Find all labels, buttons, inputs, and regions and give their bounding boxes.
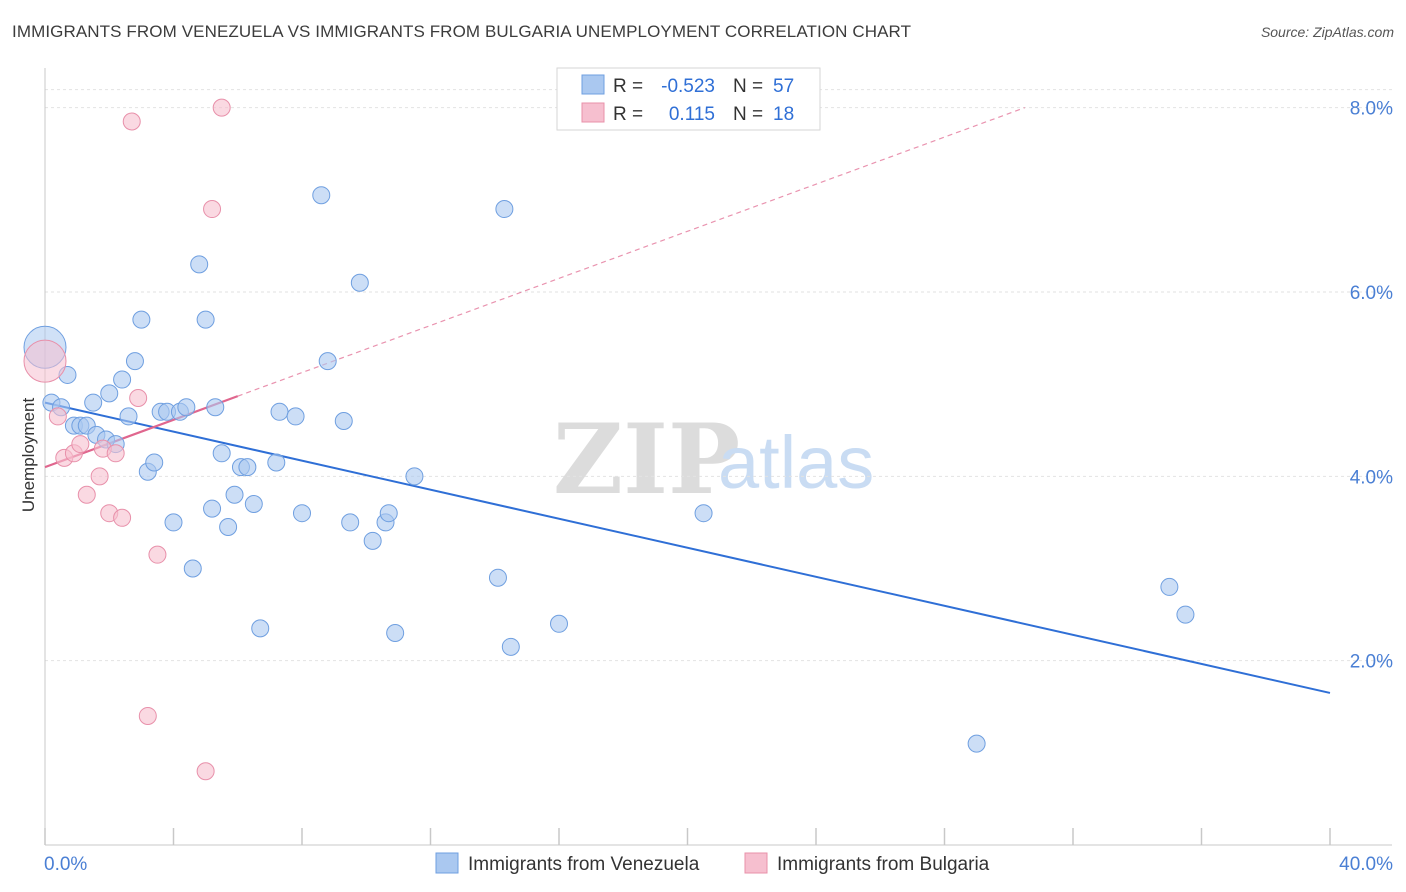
data-point-bulgaria xyxy=(113,508,132,527)
y-axis-label: Unemployment xyxy=(19,398,38,513)
legend-swatch-bulgaria xyxy=(581,102,605,123)
data-point-venezuela xyxy=(1176,605,1195,624)
data-point-venezuela xyxy=(190,255,209,274)
bottom-legend-label-venezuela: Immigrants from Venezuela xyxy=(468,854,700,875)
data-point-venezuela xyxy=(350,273,369,292)
data-point-bulgaria xyxy=(129,388,148,407)
data-point-venezuela xyxy=(212,444,231,463)
legend-swatch-venezuela xyxy=(581,74,605,95)
x-tick-label-max: 40.0% xyxy=(1339,854,1393,875)
data-point-venezuela xyxy=(164,513,183,532)
data-point-venezuela xyxy=(334,412,353,431)
data-point-bulgaria xyxy=(196,762,215,781)
data-point-venezuela xyxy=(405,467,424,486)
bottom-legend-swatch-venezuela xyxy=(435,852,459,874)
x-tick-label-min: 0.0% xyxy=(44,854,87,875)
data-point-venezuela xyxy=(341,513,360,532)
legend-r-value-bulgaria: 0.115 xyxy=(669,104,715,125)
data-point-venezuela xyxy=(244,494,263,513)
data-point-venezuela xyxy=(177,398,196,417)
data-point-venezuela xyxy=(219,518,238,537)
gridlines xyxy=(45,89,1392,662)
data-point-bulgaria xyxy=(23,339,67,383)
legend-n-value-bulgaria: 18 xyxy=(773,104,794,125)
data-point-venezuela xyxy=(694,504,713,523)
data-point-venezuela xyxy=(183,559,202,578)
data-point-bulgaria xyxy=(122,112,141,131)
trend-line-venezuela xyxy=(44,401,1331,694)
data-point-venezuela xyxy=(286,407,305,426)
legend-r-label-venezuela: R = xyxy=(613,76,643,97)
legend-r-label-bulgaria: R = xyxy=(613,104,643,125)
legend-n-value-venezuela: 57 xyxy=(773,76,794,97)
data-point-venezuela xyxy=(84,393,103,412)
data-point-bulgaria xyxy=(138,706,157,725)
watermark-zip: ZIP xyxy=(553,403,740,516)
x-tick-labels: 0.0% 40.0% xyxy=(44,854,1393,875)
data-point-venezuela xyxy=(206,398,225,417)
y-tick-label: 6.0% xyxy=(1350,283,1393,304)
data-point-venezuela xyxy=(225,485,244,504)
data-point-venezuela xyxy=(488,568,507,587)
y-tick-label: 4.0% xyxy=(1350,467,1393,488)
data-point-bulgaria xyxy=(212,98,231,117)
legend-n-label-bulgaria: N = xyxy=(733,104,763,125)
series-legend: Immigrants from Venezuela Immigrants fro… xyxy=(435,852,990,875)
data-point-bulgaria xyxy=(148,545,167,564)
chart-title: IMMIGRANTS FROM VENEZUELA VS IMMIGRANTS … xyxy=(12,22,912,41)
data-point-venezuela xyxy=(125,352,144,371)
data-point-venezuela xyxy=(550,614,568,633)
bottom-legend-label-bulgaria: Immigrants from Bulgaria xyxy=(777,854,990,875)
correlation-legend: R = -0.523 N = 57 R = 0.115 N = 18 xyxy=(556,67,821,131)
trend-line-bulgaria-extension xyxy=(237,107,1026,397)
data-point-bulgaria xyxy=(71,435,90,454)
data-point-bulgaria xyxy=(106,444,125,463)
data-point-venezuela xyxy=(312,186,331,205)
y-tick-label: 2.0% xyxy=(1350,652,1393,673)
series-bulgaria-points xyxy=(23,98,231,781)
data-point-venezuela xyxy=(270,402,289,421)
data-point-venezuela xyxy=(132,310,151,329)
data-point-bulgaria xyxy=(90,467,109,486)
chart-source: Source: ZipAtlas.com xyxy=(1260,24,1394,40)
watermark-atlas: atlas xyxy=(718,421,874,504)
data-point-venezuela xyxy=(379,504,398,523)
bottom-legend-swatch-bulgaria xyxy=(744,852,768,874)
data-point-venezuela xyxy=(293,504,311,523)
data-point-venezuela xyxy=(967,734,986,753)
data-point-venezuela xyxy=(1160,577,1179,596)
legend-r-value-venezuela: -0.523 xyxy=(661,76,715,97)
data-point-venezuela xyxy=(501,637,520,656)
data-point-bulgaria xyxy=(77,485,96,504)
data-point-venezuela xyxy=(100,384,119,403)
y-tick-labels: 2.0% 4.0% 6.0% 8.0% xyxy=(1350,99,1393,673)
data-point-venezuela xyxy=(267,453,286,472)
data-point-venezuela xyxy=(318,352,337,371)
data-point-venezuela xyxy=(238,458,257,477)
data-point-venezuela xyxy=(113,370,132,389)
data-point-venezuela xyxy=(495,200,514,219)
y-tick-label: 8.0% xyxy=(1350,99,1393,120)
data-point-venezuela xyxy=(203,499,222,518)
data-point-venezuela xyxy=(251,619,270,638)
data-point-venezuela xyxy=(119,407,138,426)
legend-n-label-venezuela: N = xyxy=(733,76,763,97)
trend-lines xyxy=(44,107,1331,694)
data-point-venezuela xyxy=(196,310,215,329)
data-point-bulgaria xyxy=(203,200,222,219)
data-point-venezuela xyxy=(386,624,405,643)
data-point-venezuela xyxy=(363,531,382,550)
axes xyxy=(44,68,1392,846)
data-point-bulgaria xyxy=(48,407,67,426)
data-point-venezuela xyxy=(145,453,164,472)
